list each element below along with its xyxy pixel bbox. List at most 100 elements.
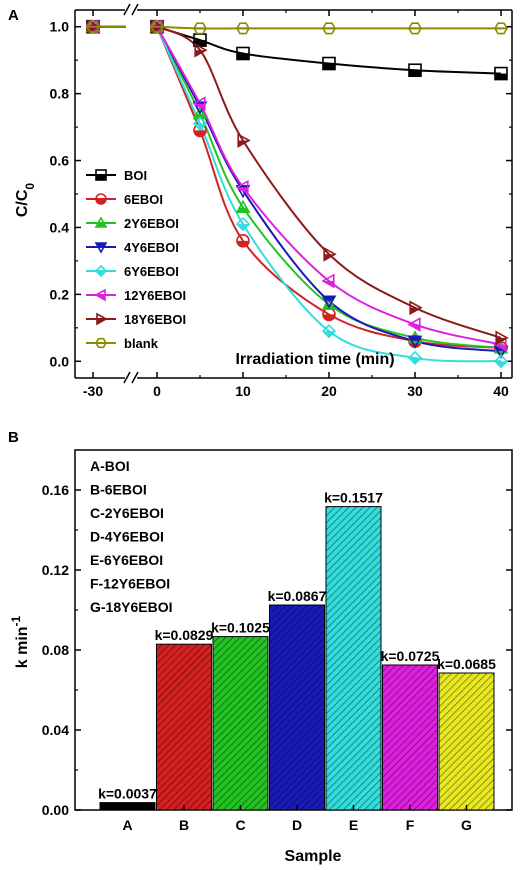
panel-a: A 0.0 0.2 0.4 0.6 0.8 1.0 -30 0 10 20 30 40 BOI 6EBO… — [8, 3, 513, 399]
legend-marker-18Y6EBOI-fill — [97, 319, 106, 324]
panel-a-y-tick-label: 0.6 — [50, 153, 70, 169]
data-point-4Y6EBOI-fill — [409, 336, 421, 341]
data-point-2Y6EBOI-fill — [194, 114, 206, 119]
bar-value-label-D: k=0.0867 — [268, 588, 327, 604]
panel-b-y-tick-label: 0.12 — [42, 562, 69, 578]
sample-key-entry: D-4Y6EBOI — [90, 529, 164, 545]
sample-key-entry: C-2Y6EBOI — [90, 505, 164, 521]
bar-value-label-B: k=0.0829 — [155, 627, 214, 643]
panel-a-axes: 0.0 0.2 0.4 0.6 0.8 1.0 -30 0 10 20 30 40 — [50, 3, 513, 399]
data-point-blank-bar — [194, 27, 206, 30]
data-point-18Y6EBOI-fill — [496, 337, 507, 344]
panel-b-y-axis-title-main: k min — [14, 626, 31, 668]
data-point-18Y6EBOI-fill — [195, 50, 206, 57]
bar-value-label-C: k=0.1025 — [211, 620, 270, 636]
panel-a-y-tick-label: 0.4 — [50, 219, 70, 235]
panel-b: B 0.00 0.04 0.08 0.12 0.16 k=0.0037 Ak=0.0829… — [8, 429, 513, 865]
legend-label-BOI: BOI — [124, 168, 147, 183]
panel-b-y-tick-label: 0.00 — [42, 802, 69, 818]
legend-label-6EBOI: 6EBOI — [124, 192, 163, 207]
bar-hatch-D — [269, 605, 325, 810]
panel-b-label: B — [8, 429, 19, 446]
data-point-12Y6EBOI-fill — [495, 344, 506, 351]
bar-value-label-E: k=0.1517 — [324, 490, 383, 506]
legend-label-4Y6EBOI: 4Y6EBOI — [124, 240, 179, 255]
panel-b-x-tick-label-F: F — [406, 817, 415, 833]
bar-hatch-C — [213, 636, 268, 810]
axis-break-mark — [131, 371, 139, 384]
panel-b-y-tick-label: 0.04 — [42, 722, 69, 738]
legend-label-18Y6EBOI: 18Y6EBOI — [124, 312, 186, 327]
panel-b-x-tick-label-G: G — [461, 817, 472, 833]
panel-a-y-tick-label: 0.0 — [50, 353, 70, 369]
panel-a-x-axis-title: Irradiation time (min) — [235, 351, 394, 368]
data-point-6Y6EBOI-fill — [495, 361, 507, 368]
data-point-6EBOI-fill — [323, 314, 335, 321]
data-point-6Y6EBOI-fill — [194, 123, 206, 130]
axis-break-mark — [123, 371, 131, 384]
legend-label-6Y6EBOI: 6Y6EBOI — [124, 264, 179, 279]
legend-marker-12Y6EBOI-fill — [96, 295, 105, 300]
data-point-blank-bar — [87, 25, 99, 28]
panel-a-x-tick-label: 10 — [235, 383, 251, 399]
panel-b-x-tick-label-C: C — [235, 817, 245, 833]
legend-marker-2Y6EBOI-fill — [96, 223, 106, 227]
data-point-6EBOI-fill — [194, 130, 206, 137]
bar-hatch-F — [382, 665, 438, 810]
data-point-blank-bar — [237, 27, 249, 30]
panel-b-x-tick-label-A: A — [122, 817, 132, 833]
panel-b-y-axis-title-sup: -1 — [9, 615, 23, 626]
legend-marker-blank-bar — [96, 342, 106, 344]
panel-b-x-axis-title: Sample — [285, 848, 342, 865]
sample-key-entry: F-12Y6EBOI — [90, 576, 170, 592]
legend-marker-6Y6EBOI-fill — [96, 271, 106, 276]
bar-value-label-G: k=0.0685 — [437, 656, 496, 672]
panel-a-y-axis-title: C/C0 — [14, 183, 37, 218]
panel-b-bars: k=0.0037 Ak=0.0829 Bk=0.1025 Ck=0.0867 Dk=0.… — [98, 490, 496, 833]
data-point-blank-bar — [495, 27, 507, 30]
data-point-18Y6EBOI-fill — [324, 254, 335, 261]
series-curve-12Y6EBOI — [156, 26, 502, 346]
data-point-12Y6EBOI-fill — [323, 280, 334, 287]
sample-key-entry: B-6EBOI — [90, 482, 147, 498]
panel-b-y-tick-label: 0.16 — [42, 482, 69, 498]
axis-break-mark — [131, 3, 139, 16]
data-point-2Y6EBOI-fill — [237, 207, 249, 213]
bar-value-label-F: k=0.0725 — [381, 648, 440, 664]
data-point-BOI-fill — [237, 53, 249, 60]
data-point-BOI-fill — [495, 73, 507, 80]
legend-marker-4Y6EBOI-fill — [96, 243, 106, 247]
bar-hatch-E — [326, 506, 381, 810]
panel-b-y-tick-label: 0.08 — [42, 642, 69, 658]
sample-key-entry: G-18Y6EBOI — [90, 599, 172, 615]
data-point-12Y6EBOI-fill — [194, 103, 205, 110]
sample-key-entry: E-6Y6EBOI — [90, 552, 163, 568]
panel-a-y-axis-title-sub: 0 — [23, 183, 37, 190]
legend-marker-BOI-fill — [96, 175, 106, 180]
data-point-blank-bar — [323, 27, 335, 30]
panel-b-y-axis-title: k min-1 — [9, 615, 31, 668]
data-point-6Y6EBOI-fill — [409, 357, 421, 364]
panel-a-label: A — [8, 7, 19, 24]
data-point-18Y6EBOI-fill — [410, 307, 421, 314]
data-point-BOI-fill — [323, 63, 335, 70]
panel-b-x-tick-label-D: D — [292, 817, 302, 833]
legend-marker-6EBOI-fill — [96, 199, 106, 204]
data-point-6EBOI-fill — [237, 240, 249, 247]
bar-hatch-B — [156, 644, 212, 810]
data-point-blank-bar — [409, 27, 421, 30]
legend-label-blank: blank — [124, 336, 159, 351]
legend-label-2Y6EBOI: 2Y6EBOI — [124, 216, 179, 231]
panel-a-x-tick-label: -30 — [83, 383, 103, 399]
series-curve-BOI — [156, 25, 502, 75]
bar-value-label-A: k=0.0037 — [98, 786, 157, 802]
panel-a-x-tick-label: 20 — [321, 383, 337, 399]
series-curve-4Y6EBOI — [156, 26, 502, 353]
panel-a-y-tick-label: 0.8 — [50, 86, 70, 102]
panel-a-x-tick-label: 40 — [493, 383, 509, 399]
panel-b-x-tick-label-B: B — [179, 817, 189, 833]
panel-b-x-tick-label-E: E — [349, 817, 358, 833]
data-point-12Y6EBOI-fill — [409, 324, 420, 331]
panel-a-markers — [85, 19, 509, 369]
data-point-4Y6EBOI-fill — [323, 296, 335, 301]
